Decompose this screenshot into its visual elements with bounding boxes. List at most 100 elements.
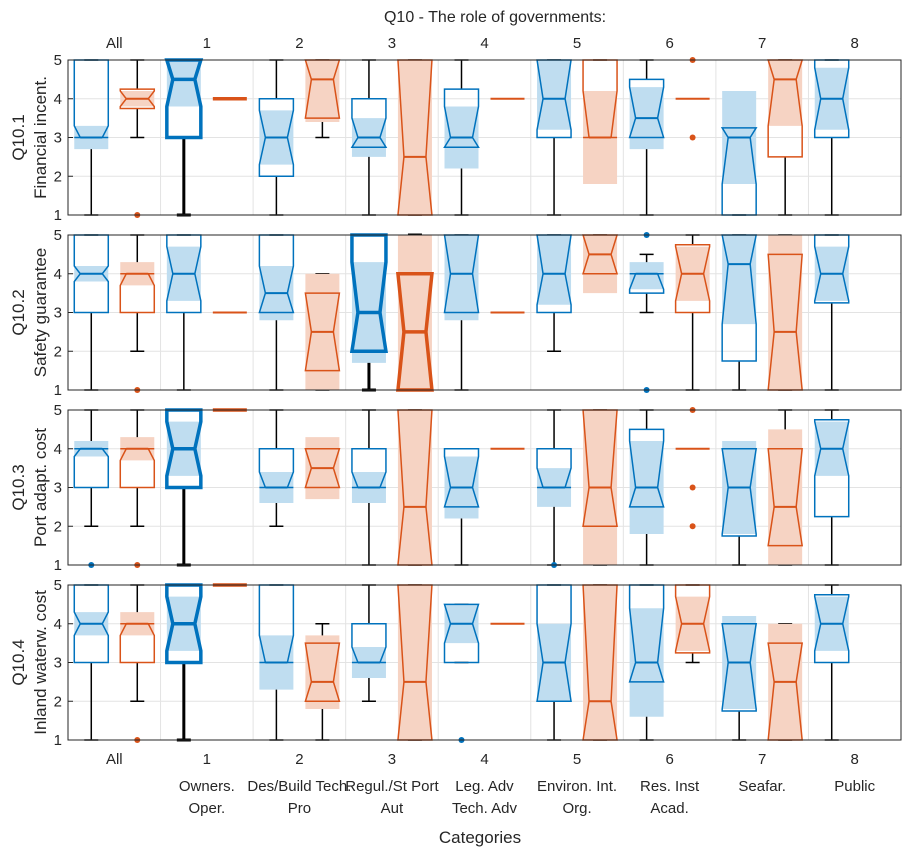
- box-blue-cat-7: [721, 234, 758, 391]
- outlier-point: [689, 523, 696, 530]
- top-tick-label: 6: [665, 35, 673, 52]
- box-blue-cat-3: [349, 233, 388, 392]
- box-outline: [351, 448, 387, 489]
- box-outline: [258, 98, 295, 177]
- bottom-tick-label-category: Regul./St Port: [345, 778, 439, 795]
- box-outline: [767, 59, 804, 158]
- box-orange-cat-3: [396, 233, 434, 392]
- y-axis-label-line2: Safety guarantee: [31, 248, 50, 377]
- bottom-tick-label-number: 1: [203, 751, 211, 768]
- bottom-tick-label-number: 2: [295, 751, 303, 768]
- box-outline: [628, 78, 665, 139]
- box-blue-cat-3: [350, 59, 388, 216]
- box-blue-cat-1: [164, 58, 204, 217]
- panel-Q10-1: 1 2 3 4 5 Q10.1 Financial incent.: [9, 52, 902, 224]
- box-outline: [536, 234, 572, 314]
- box-orange-cat-7: [767, 623, 804, 741]
- box-orange-cat-7: [767, 59, 804, 216]
- top-tick-label: 5: [573, 35, 581, 52]
- box-orange-cat-0: [119, 584, 156, 743]
- box-outline: [119, 448, 156, 489]
- box-blue-cat-6: [628, 59, 665, 216]
- notch-band: [397, 60, 432, 215]
- y-tick-label: 4: [54, 91, 62, 108]
- y-tick-label: 3: [54, 655, 62, 672]
- y-tick-label: 5: [54, 577, 62, 594]
- box-outline: [721, 623, 758, 712]
- y-tick-label: 4: [54, 266, 62, 283]
- box-outline: [164, 58, 204, 140]
- panel-Q10-4: 1 2 3 4 5 Q10.4 Inland waterw. cost: [9, 577, 902, 749]
- top-tick-label: 3: [388, 35, 396, 52]
- box-outline: [721, 234, 758, 362]
- y-tick-label: 3: [54, 480, 62, 497]
- box-outline: [350, 98, 388, 148]
- box-orange-cat-6: [674, 234, 711, 391]
- bottom-tick-label-category: Pro: [288, 800, 311, 817]
- box-outline: [536, 59, 572, 139]
- box-outline: [721, 448, 758, 537]
- y-tick-label: 1: [54, 557, 62, 574]
- y-tick-label: 5: [54, 402, 62, 419]
- bottom-tick-label-number: 7: [758, 751, 766, 768]
- box-outline: [813, 418, 850, 518]
- box-blue-cat-7: [720, 91, 758, 216]
- box-orange-cat-3: [397, 59, 433, 216]
- box-outline: [165, 408, 203, 490]
- box-orange-cat-7: [767, 234, 803, 391]
- bottom-tick-label-category: Seafar.: [738, 778, 786, 795]
- box-orange-cat-6: [674, 584, 711, 664]
- notch-band: [768, 235, 803, 390]
- box-orange-cat-2: [304, 623, 341, 741]
- bottom-tick-labels: All 1 Owners. Oper. 2 Des/Build Tech. Pro 3 Regu…: [106, 751, 876, 817]
- box-blue-cat-5: [536, 234, 572, 352]
- notch-band: [768, 60, 803, 126]
- y-tick-label: 4: [54, 441, 62, 458]
- box-outline: [674, 243, 711, 314]
- top-tick-label: 1: [203, 35, 211, 52]
- bottom-tick-label-category: Environ. Int.: [537, 778, 617, 795]
- y-tick-label: 5: [54, 52, 62, 69]
- top-tick-label: 4: [480, 35, 488, 52]
- y-axis-label-line2: Inland waterw. cost: [31, 590, 50, 735]
- box-outline: [813, 234, 850, 304]
- y-axis-label-line2: Port adapt. cost: [31, 428, 50, 547]
- bottom-tick-label-category: Res. Inst: [640, 778, 700, 795]
- top-tick-label: 7: [758, 35, 766, 52]
- box-blue-cat-8: [813, 59, 850, 216]
- x-axis-label: Categories: [439, 828, 521, 847]
- box-outline: [349, 233, 388, 353]
- y-tick-label: 2: [54, 693, 62, 710]
- box-outline: [73, 584, 110, 664]
- box-blue-cat-6: [628, 584, 665, 741]
- box-blue-cat-6: [628, 409, 665, 566]
- box-blue-cat-6: [628, 232, 665, 393]
- box-outline: [119, 88, 156, 110]
- bottom-tick-label-category: Oper.: [188, 800, 225, 817]
- box-blue-cat-3: [351, 584, 387, 702]
- box-outline: [813, 59, 850, 139]
- panel-Q10-2: 1 2 3 4 5 Q10.2 Safety guarantee: [9, 227, 902, 399]
- bottom-tick-label-category: Public: [834, 778, 875, 795]
- box-outline: [119, 623, 156, 664]
- box-outline: [443, 603, 480, 664]
- box-blue-cat-7: [721, 616, 758, 741]
- outlier-point: [689, 484, 696, 491]
- bottom-tick-label-category: Org.: [562, 800, 591, 817]
- bottom-tick-label-number: 5: [573, 751, 581, 768]
- box-blue-cat-4: [443, 59, 480, 216]
- box-orange-cat-2: [304, 437, 341, 500]
- y-tick-label: 2: [54, 518, 62, 535]
- box-outline: [674, 584, 711, 654]
- bottom-tick-label-number: All: [106, 751, 123, 768]
- box-blue-cat-1: [166, 234, 202, 391]
- box-orange-cat-5: [582, 234, 619, 294]
- box-outline: [166, 234, 202, 314]
- box-orange-cat-2: [304, 273, 341, 391]
- bottom-tick-label-number: 6: [665, 751, 673, 768]
- box-orange-cat-5: [582, 584, 618, 741]
- y-tick-label: 3: [54, 130, 62, 147]
- box-blue-cat-2: [258, 234, 295, 391]
- y-tick-label: 2: [54, 343, 62, 360]
